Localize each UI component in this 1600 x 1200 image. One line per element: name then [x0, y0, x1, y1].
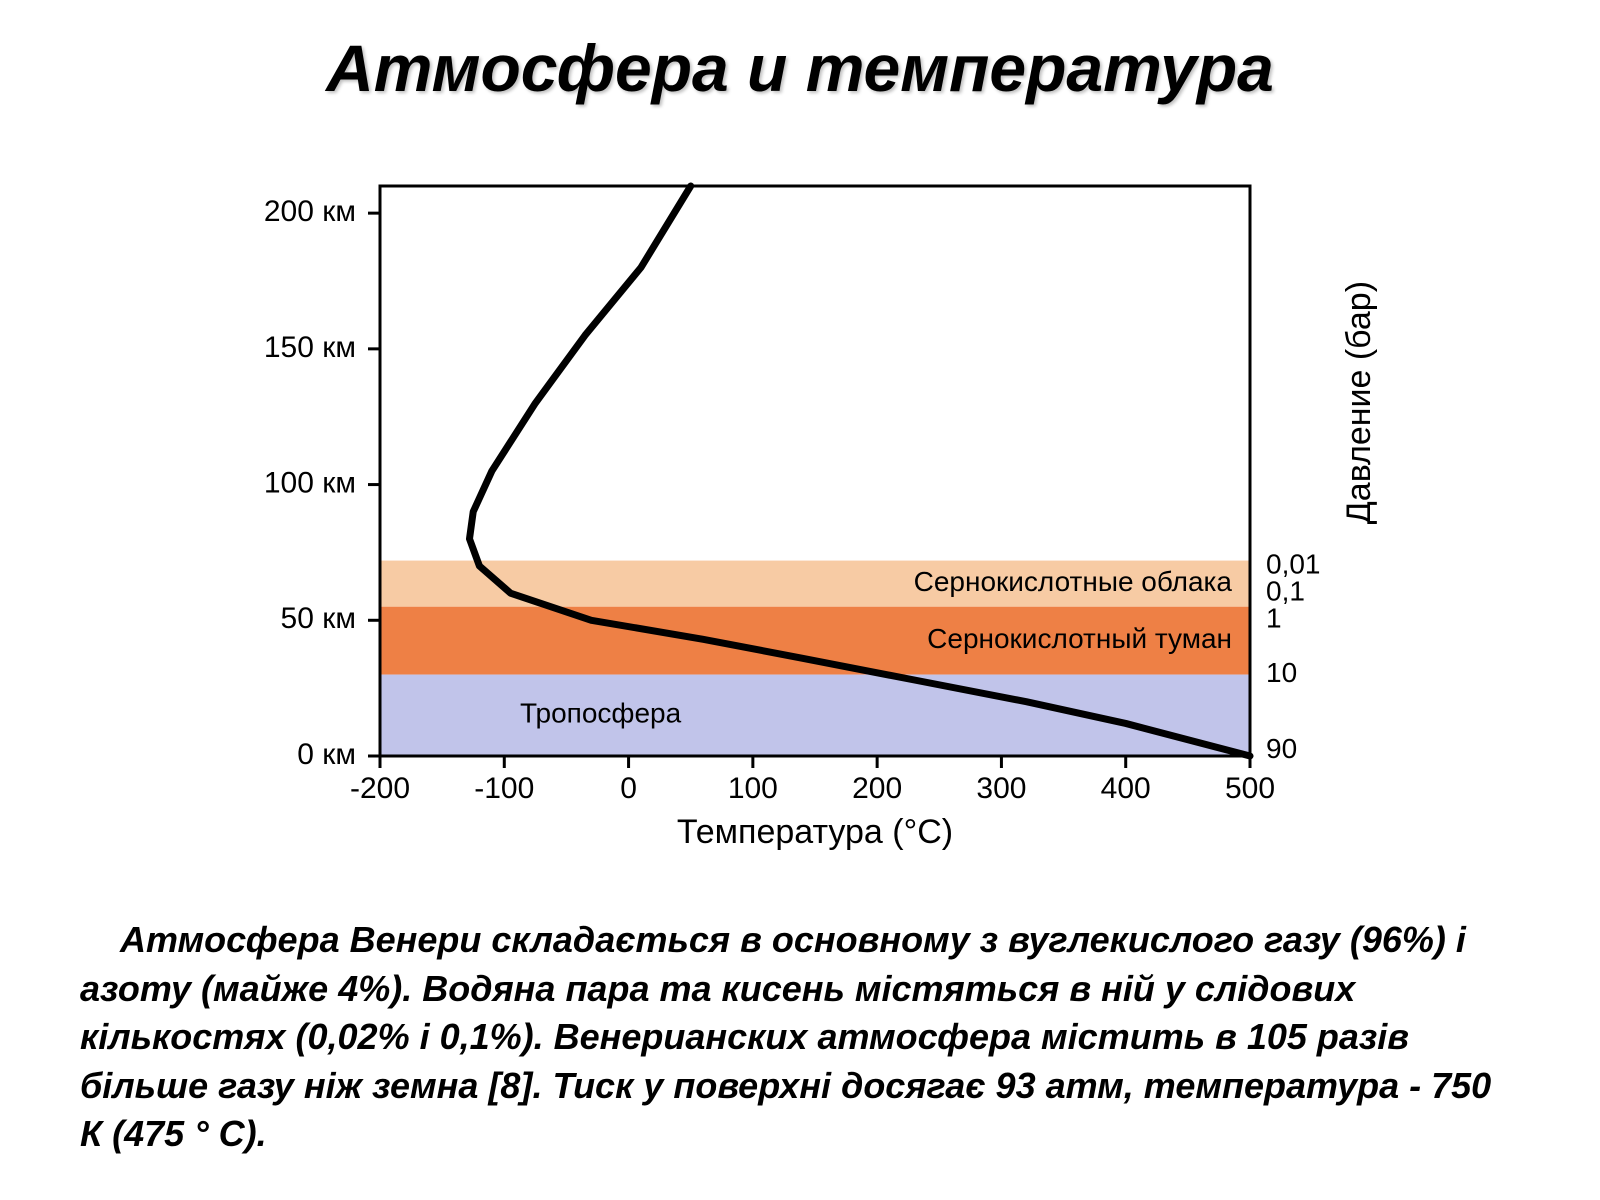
svg-text:Сернокислотный туман: Сернокислотный туман: [927, 623, 1232, 654]
svg-text:Тропосфера: Тропосфера: [520, 698, 682, 729]
page-title: Атмосфера и температура: [80, 30, 1520, 106]
chart-container: Сернокислотные облака Сернокислотный тума…: [80, 126, 1520, 886]
svg-text:Давление (бар): Давление (бар): [1340, 281, 1378, 524]
svg-text:300: 300: [976, 772, 1026, 805]
svg-text:1: 1: [1266, 603, 1282, 634]
svg-text:200: 200: [852, 772, 902, 805]
svg-text:0: 0: [620, 772, 637, 805]
svg-text:-200: -200: [350, 772, 410, 805]
svg-text:10: 10: [1266, 657, 1297, 688]
svg-text:200 км: 200 км: [264, 195, 356, 228]
svg-text:100: 100: [728, 772, 778, 805]
svg-text:Температура (°C): Температура (°C): [677, 813, 953, 851]
svg-text:50 км: 50 км: [281, 602, 356, 635]
svg-text:0 км: 0 км: [297, 738, 356, 771]
svg-text:100 км: 100 км: [264, 466, 356, 499]
svg-text:500: 500: [1225, 772, 1275, 805]
atmosphere-chart: Сернокислотные облака Сернокислотный тума…: [160, 126, 1440, 886]
svg-text:Сернокислотные облака: Сернокислотные облака: [914, 566, 1233, 597]
svg-text:400: 400: [1101, 772, 1151, 805]
svg-text:90: 90: [1266, 733, 1297, 764]
description-text: Атмосфера Венери складається в основному…: [80, 916, 1520, 1159]
slide-root: Атмосфера и температура Сернокислотные о…: [0, 0, 1600, 1200]
svg-text:150 км: 150 км: [264, 331, 356, 364]
svg-text:-100: -100: [474, 772, 534, 805]
